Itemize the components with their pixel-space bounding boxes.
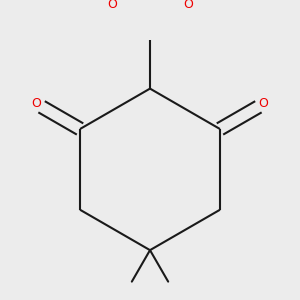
Text: O: O — [259, 97, 269, 110]
Text: O: O — [107, 0, 117, 11]
Text: O: O — [183, 0, 193, 11]
Text: O: O — [32, 97, 41, 110]
